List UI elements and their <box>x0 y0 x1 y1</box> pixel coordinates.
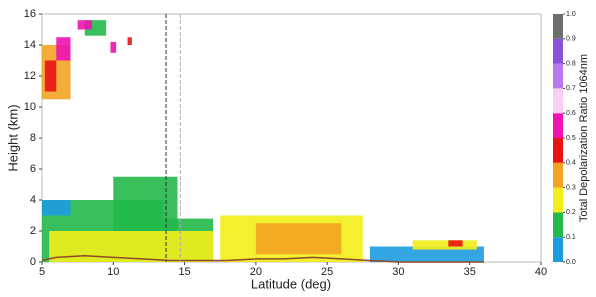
y-axis-label: Height (km) <box>5 104 20 171</box>
y-tick-label: 14 <box>24 39 36 51</box>
colorbar-swatch <box>553 88 563 113</box>
colorbar-swatch <box>553 64 563 89</box>
colorbar-tick-label: 0.4 <box>566 160 576 167</box>
colorbar-tick-label: 0.5 <box>566 135 576 142</box>
x-tick-label: 35 <box>464 266 476 278</box>
y-tick-label: 0 <box>30 256 36 268</box>
cloud-cell <box>78 20 92 29</box>
colorbar-swatch <box>553 14 563 39</box>
cloud-cell <box>448 240 462 246</box>
cloud-cell <box>42 200 71 216</box>
colorbar-tick-label: 0.0 <box>566 259 576 266</box>
y-tick-label: 12 <box>24 70 36 82</box>
colorbar-swatch <box>553 212 563 237</box>
y-tick-label: 4 <box>30 194 36 206</box>
cloud-cell <box>128 37 132 45</box>
cloud-cell <box>413 240 477 249</box>
colorbar-tick-label: 0.6 <box>566 110 576 117</box>
x-tick-label: 5 <box>39 266 45 278</box>
chart: Latitude (deg) Height (km) Total Depolar… <box>0 0 596 297</box>
x-tick-label: 40 <box>535 266 547 278</box>
x-tick-label: 25 <box>321 266 333 278</box>
cloud-cell <box>256 223 342 254</box>
x-tick-label: 20 <box>250 266 262 278</box>
colorbar-swatch <box>553 163 563 188</box>
colorbar-swatch <box>553 39 563 64</box>
y-tick-label: 16 <box>24 8 36 20</box>
cloud-cell <box>49 231 213 262</box>
cloud-cell <box>45 61 56 92</box>
colorbar-swatch <box>553 237 563 262</box>
colorbar-tick-label: 0.3 <box>566 184 576 191</box>
colorbar-tick-label: 0.8 <box>566 60 576 67</box>
colorbar-tick-label: 0.9 <box>566 36 576 43</box>
y-tick-label: 10 <box>24 101 36 113</box>
x-tick-label: 15 <box>178 266 190 278</box>
y-tick-label: 6 <box>30 163 36 175</box>
colorbar-tick-label: 0.1 <box>566 234 576 241</box>
colorbar-tick-label: 0.7 <box>566 85 576 92</box>
colorbar-tick-label: 0.2 <box>566 209 576 216</box>
cloud-cell <box>56 37 70 60</box>
y-tick-label: 8 <box>30 132 36 144</box>
y-tick-label: 2 <box>30 225 36 237</box>
cloud-cell <box>113 177 177 231</box>
colorbar-swatch <box>553 113 563 138</box>
x-axis-label: Latitude (deg) <box>251 276 331 291</box>
cloud-cell <box>110 42 116 53</box>
x-tick-label: 30 <box>392 266 404 278</box>
colorbar-tick-label: 1.0 <box>566 11 576 18</box>
colorbar-label: Total Depolarization Ratio 1064nm <box>578 54 590 222</box>
colorbar-swatch <box>553 138 563 163</box>
x-tick-label: 10 <box>107 266 119 278</box>
colorbar-swatch <box>553 188 563 213</box>
